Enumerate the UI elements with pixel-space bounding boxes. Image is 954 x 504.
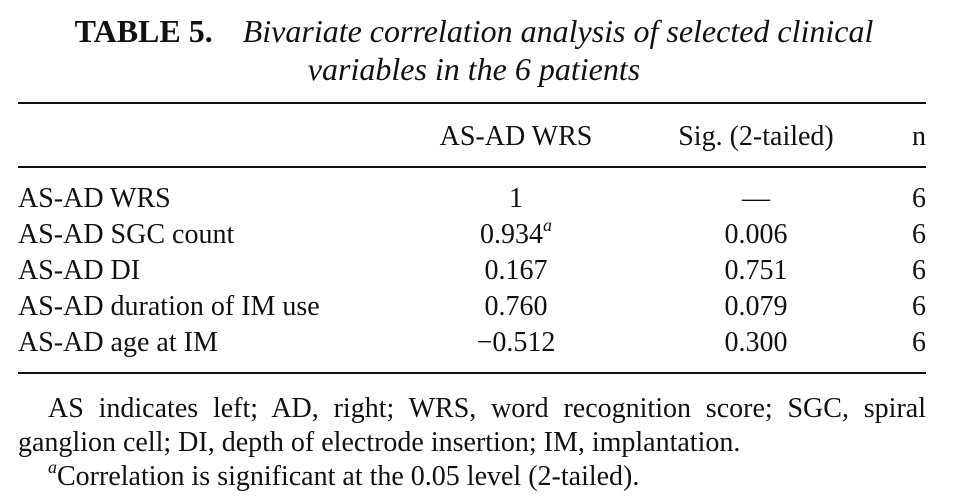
wrs-value: −0.512 (476, 327, 556, 358)
wrs-value: 0.934a (480, 215, 552, 250)
row-label: AS-AD WRS (18, 183, 171, 214)
column-header-sig: Sig. (2-tailed) (678, 121, 834, 152)
n-value: 6 (912, 183, 926, 214)
bottom-rule (18, 372, 926, 374)
footnote-abbreviations: AS indicates left; AD, right; WRS, word … (18, 393, 926, 458)
row-label: AS-AD age at IM (18, 327, 218, 358)
significance-marker: a (543, 215, 552, 235)
row-label: AS-AD duration of IM use (18, 291, 320, 322)
n-value: 6 (912, 327, 926, 358)
sig-value: — (742, 183, 770, 214)
column-header-n: n (912, 121, 926, 152)
wrs-value: 0.760 (484, 291, 548, 322)
table-label: TABLE 5. (74, 13, 213, 49)
footnote-marker: a (48, 457, 57, 477)
sig-value: 0.751 (724, 255, 788, 286)
n-value: 6 (912, 255, 926, 286)
top-rule (18, 102, 926, 104)
n-value: 6 (912, 219, 926, 250)
column-header-wrs: AS-AD WRS (439, 121, 593, 152)
table-title: Bivariate correlation analysis of select… (242, 13, 874, 87)
sig-value: 0.300 (724, 327, 788, 358)
sig-value: 0.006 (724, 219, 788, 250)
row-label: AS-AD SGC count (18, 219, 235, 250)
table-caption: TABLE 5. Bivariate correlation analysis o… (18, 12, 930, 88)
row-label: AS-AD DI (18, 255, 141, 286)
n-value: 6 (912, 291, 926, 322)
header-rule (18, 166, 926, 168)
footnote-significance: aCorrelation is significant at the 0.05 … (48, 457, 640, 492)
sig-value: 0.079 (724, 291, 788, 322)
wrs-value: 1 (509, 183, 523, 214)
wrs-value: 0.167 (484, 255, 548, 286)
